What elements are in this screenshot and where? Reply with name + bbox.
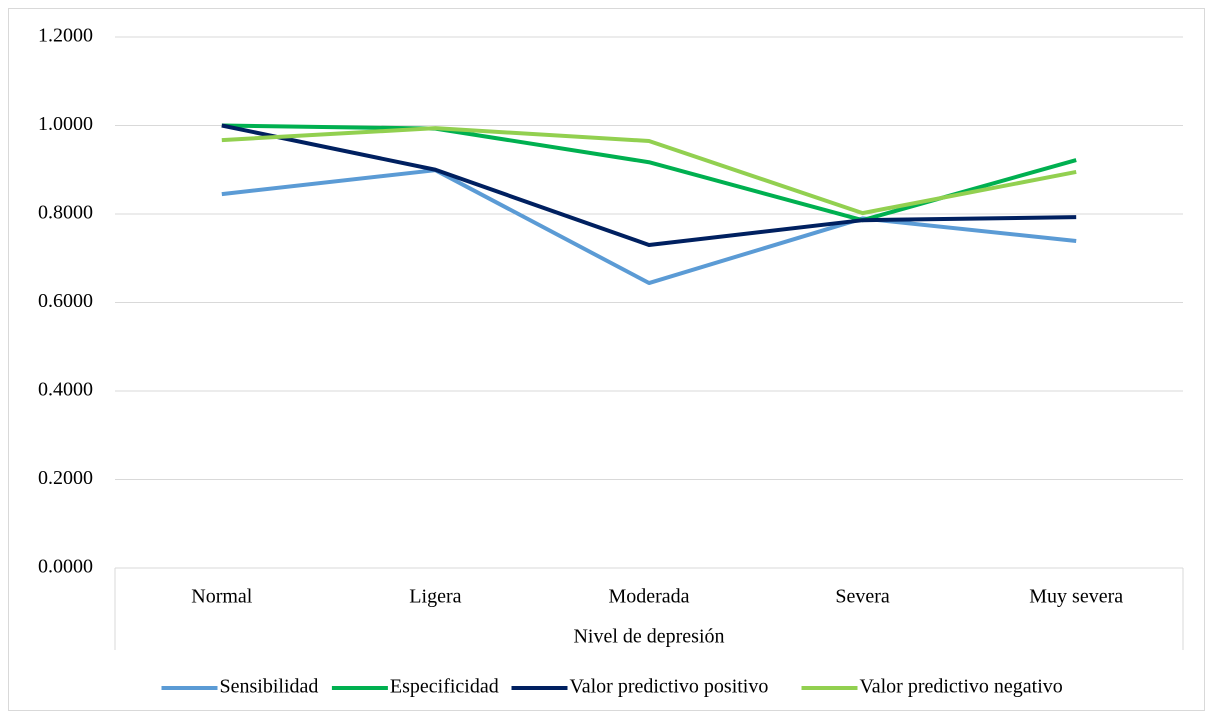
legend-label: Valor predictivo positivo [570, 676, 769, 698]
y-tick-label: 0.2000 [38, 467, 93, 489]
legend-label: Valor predictivo negativo [860, 676, 1063, 698]
series-line [221, 123, 1077, 247]
legend-label: Sensibilidad [220, 676, 319, 698]
x-tick-label: Severa [835, 586, 890, 608]
x-tick-label: Ligera [409, 586, 461, 608]
legend-label: Especificidad [390, 676, 499, 698]
series-line [221, 168, 1077, 286]
x-tick-label: Normal [191, 586, 253, 608]
x-tick-label: Muy severa [1029, 586, 1123, 608]
y-tick-label: 1.0000 [38, 113, 93, 135]
y-tick-label: 0.4000 [38, 379, 93, 401]
x-axis-title: Nivel de depresión [573, 626, 724, 648]
y-tick-label: 0.8000 [38, 202, 93, 224]
y-tick-label: 0.6000 [38, 290, 93, 312]
y-tick-label: 1.2000 [38, 25, 93, 47]
x-tick-label: Moderada [608, 586, 689, 608]
y-tick-label: 0.0000 [38, 556, 93, 578]
chart-border [8, 8, 1205, 711]
series-line [221, 126, 1077, 216]
